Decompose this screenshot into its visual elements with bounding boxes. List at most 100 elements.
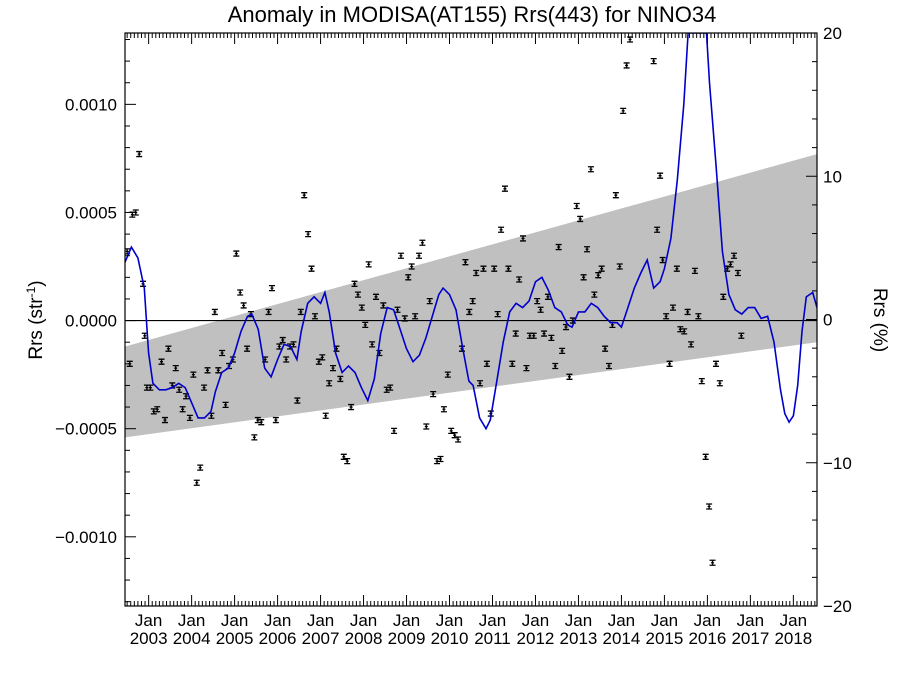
- x-tick-month: Jan: [178, 611, 205, 630]
- y-tick-label: 0.0010: [65, 95, 117, 114]
- data-point: [254, 416, 261, 424]
- data-point: [219, 349, 226, 357]
- data-point: [365, 261, 372, 268]
- data-point: [541, 330, 548, 337]
- data-point: [501, 185, 508, 192]
- data-point: [136, 150, 143, 158]
- data-point: [616, 263, 623, 270]
- data-point: [362, 321, 369, 329]
- data-point: [287, 343, 294, 350]
- data-point: [534, 297, 541, 305]
- x-tick-month: Jan: [264, 611, 291, 630]
- data-point: [197, 464, 204, 471]
- data-point: [716, 380, 723, 387]
- data-point: [462, 259, 469, 266]
- data-point: [573, 202, 580, 210]
- data-point: [426, 297, 433, 305]
- data-point: [526, 332, 533, 339]
- data-point: [141, 332, 148, 339]
- data-point: [380, 302, 387, 309]
- data-point: [340, 453, 347, 460]
- data-point: [391, 427, 398, 435]
- data-point: [523, 365, 530, 372]
- data-point: [154, 406, 161, 413]
- x-tick-month: Jan: [307, 611, 334, 630]
- data-point: [369, 341, 376, 348]
- data-point: [691, 267, 698, 274]
- data-point: [244, 345, 251, 352]
- data-point: [473, 269, 480, 277]
- chart-title: Anomaly in MODISA(AT155) Rrs(443) for NI…: [228, 2, 717, 27]
- data-point: [657, 172, 664, 179]
- data-point: [358, 304, 365, 311]
- x-tick-month: Jan: [221, 611, 248, 630]
- data-point: [176, 386, 183, 393]
- data-point: [158, 358, 165, 365]
- data-point: [480, 265, 487, 272]
- data-point: [724, 265, 731, 272]
- data-point: [620, 107, 627, 114]
- data-point: [132, 209, 139, 216]
- x-tick-year: 2007: [302, 629, 340, 648]
- data-point: [552, 362, 559, 370]
- data-point: [240, 302, 247, 309]
- data-point: [623, 62, 630, 69]
- x-tick-month: Jan: [479, 611, 506, 630]
- x-tick-year: 2013: [560, 629, 598, 648]
- data-point: [559, 347, 566, 355]
- x-tick-year: 2006: [259, 629, 297, 648]
- data-point: [376, 349, 383, 357]
- data-point: [659, 256, 666, 264]
- data-point: [419, 239, 426, 246]
- data-point: [555, 243, 562, 251]
- data-point: [430, 390, 437, 398]
- data-point: [262, 356, 269, 363]
- x-tick-month: Jan: [350, 611, 377, 630]
- x-tick-year: 2017: [731, 629, 769, 648]
- x-tick-month: Jan: [522, 611, 549, 630]
- x-tick-year: 2014: [603, 629, 641, 648]
- x-tick-month: Jan: [737, 611, 764, 630]
- data-point: [179, 406, 186, 413]
- data-point: [677, 326, 684, 333]
- data-point: [681, 328, 688, 335]
- data-point: [383, 386, 390, 393]
- x-tick-month: Jan: [694, 611, 721, 630]
- data-point: [233, 250, 240, 257]
- data-point: [505, 265, 512, 272]
- data-point: [698, 377, 705, 385]
- data-point: [172, 365, 179, 372]
- data-point: [315, 358, 322, 365]
- data-point: [437, 455, 444, 463]
- y-tick-label: 0.0005: [65, 203, 117, 222]
- data-point: [279, 336, 286, 344]
- x-tick-month: Jan: [780, 611, 807, 630]
- data-point: [265, 308, 272, 316]
- data-point: [143, 384, 150, 391]
- data-points: [125, 36, 745, 566]
- data-point: [494, 310, 501, 318]
- data-point: [670, 304, 677, 311]
- data-point: [283, 356, 290, 363]
- data-point: [587, 166, 594, 173]
- y2-tick-label: −20: [823, 597, 852, 616]
- data-point: [440, 406, 447, 413]
- x-tick-month: Jan: [135, 611, 162, 630]
- data-point: [290, 341, 297, 348]
- data-point: [688, 341, 695, 348]
- y-axis-label-exponent: -1: [24, 286, 38, 297]
- y-axis-label-left: Rrs (str-1): [24, 280, 47, 359]
- x-tick-year: 2010: [431, 629, 469, 648]
- data-point: [612, 192, 619, 199]
- data-point: [251, 434, 258, 441]
- data-point: [348, 403, 355, 411]
- data-point: [448, 427, 455, 435]
- data-point: [190, 371, 197, 378]
- data-point: [326, 380, 333, 387]
- trend-band: [125, 154, 817, 438]
- data-point: [165, 345, 172, 352]
- data-point: [627, 36, 634, 43]
- y2-tick-label: 10: [823, 167, 842, 186]
- y-tick-label: −0.0010: [55, 528, 117, 547]
- data-point: [301, 192, 308, 199]
